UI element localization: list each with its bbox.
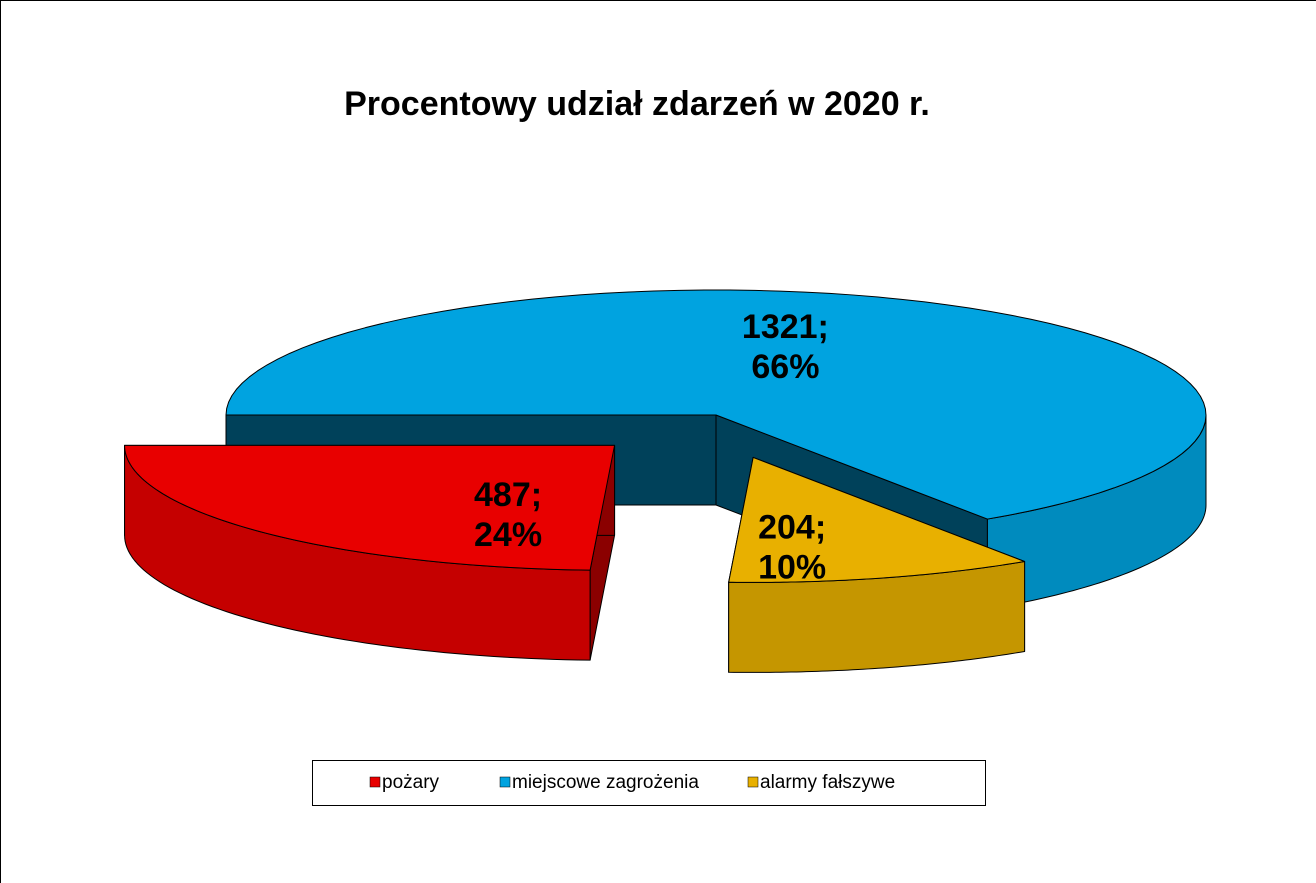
- data-label: 1321;: [742, 308, 829, 346]
- legend-label: pożary: [382, 772, 440, 793]
- slice-top: [225, 289, 1207, 520]
- slice-top: [728, 456, 1026, 583]
- slice-top: [124, 444, 616, 571]
- data-label: 487;: [474, 476, 542, 514]
- data-label: 24%: [474, 516, 542, 554]
- legend-label: alarmy fałszywe: [760, 772, 895, 793]
- legend: [312, 760, 986, 806]
- chart-title: Procentowy udział zdarzeń w 2020 r.: [344, 85, 930, 123]
- data-label: 10%: [758, 549, 826, 587]
- legend-swatch: [369, 776, 381, 788]
- legend-label: miejscowe zagrożenia: [512, 772, 699, 793]
- legend-swatch: [747, 776, 759, 788]
- data-label: 204;: [758, 509, 826, 547]
- slice: [225, 289, 1207, 610]
- slice: [728, 456, 1026, 673]
- legend-swatch: [499, 776, 511, 788]
- slice: [124, 444, 616, 661]
- data-label: 66%: [751, 348, 819, 386]
